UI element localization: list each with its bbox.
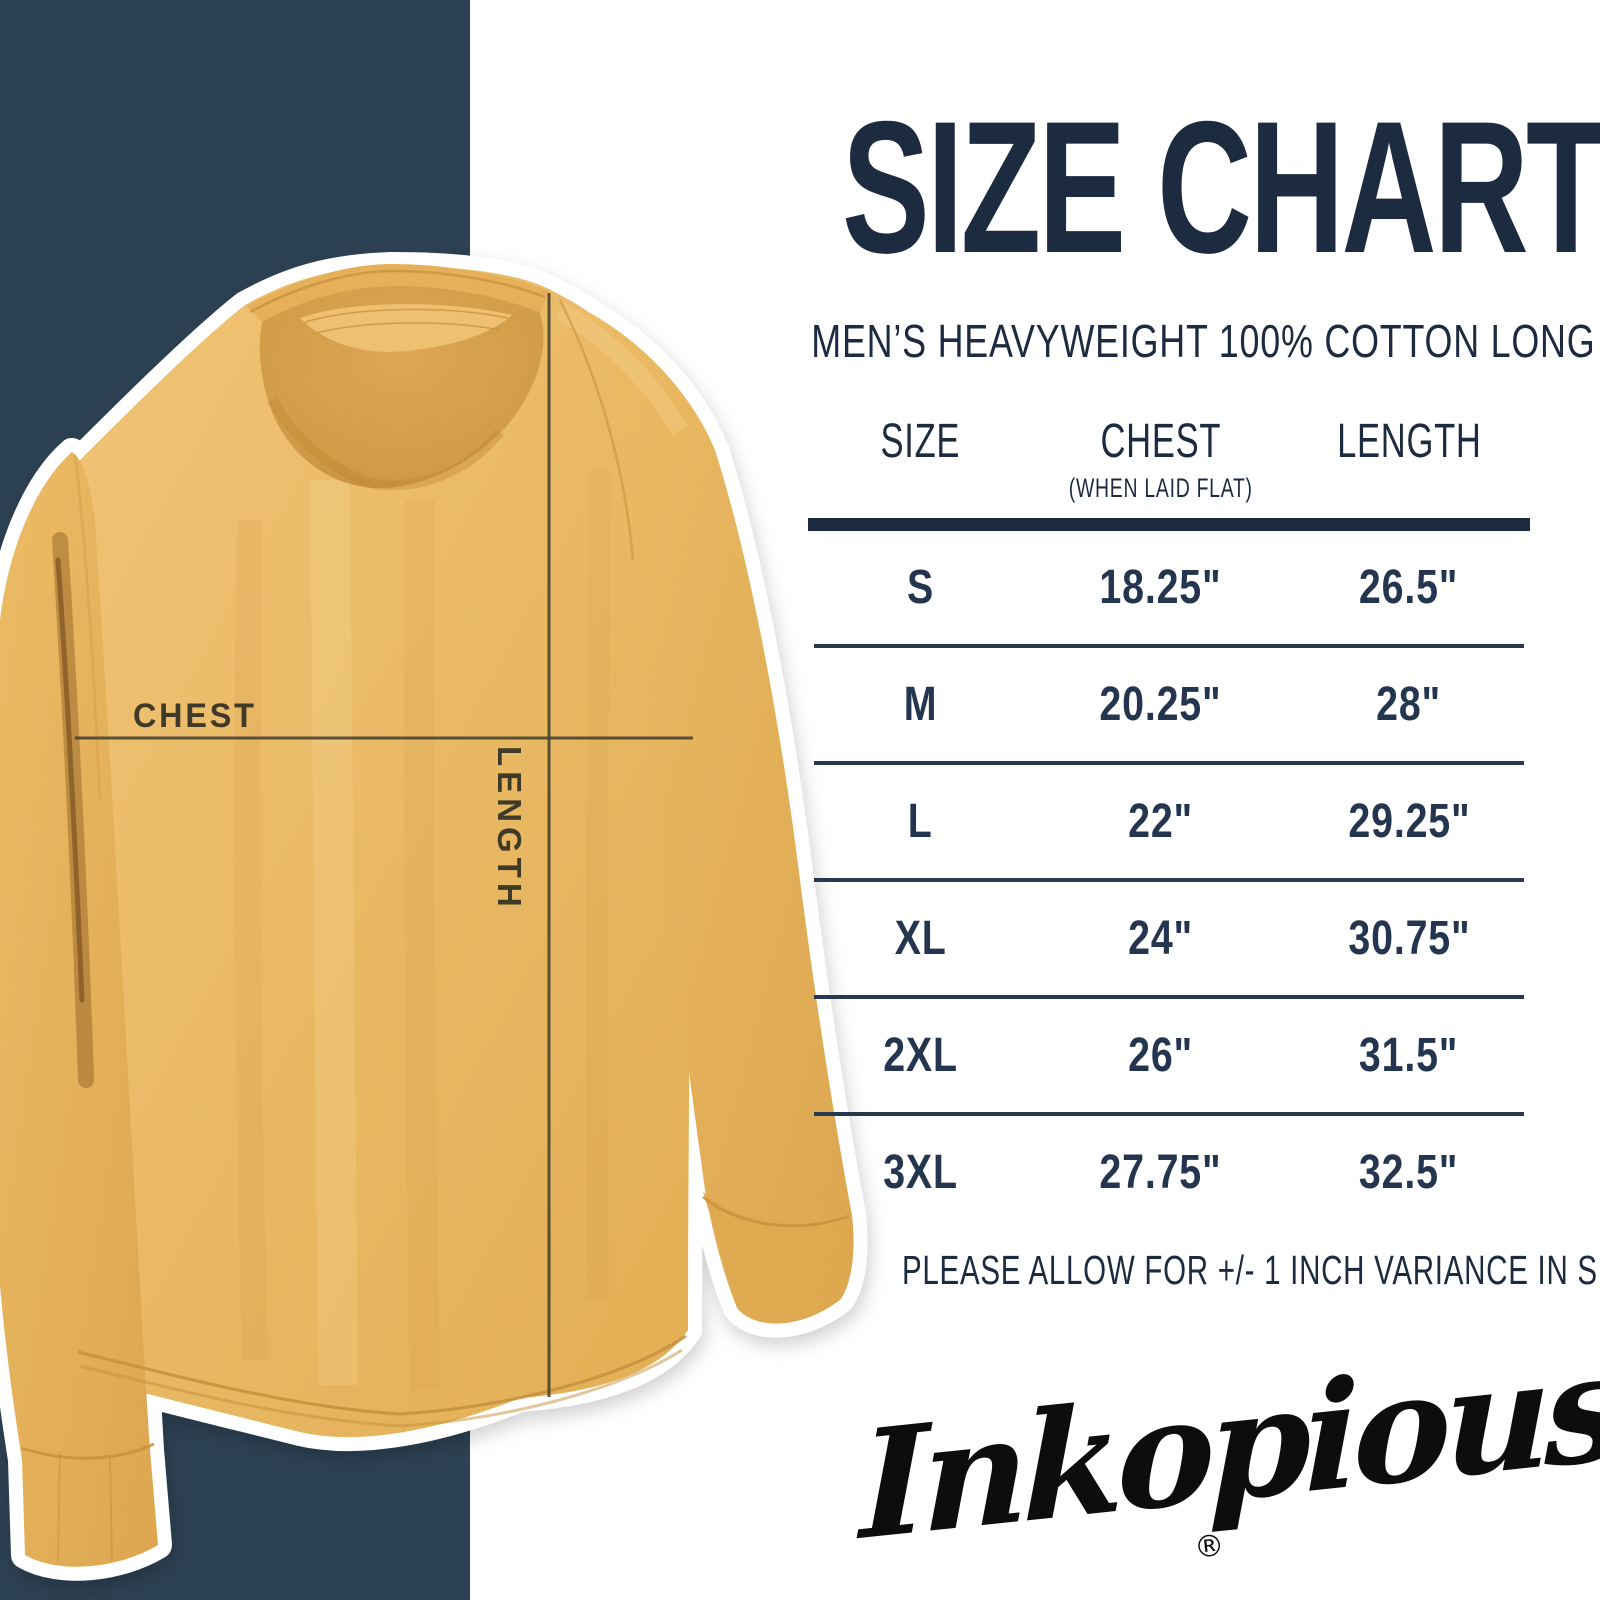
chest-measure-label: CHEST [133,697,257,735]
size-table: SIZE CHEST (WHEN LAID FLAT) LENGTH S 18.… [808,414,1530,1229]
chest-cell: 27.75" [1099,1146,1222,1199]
table-row: M 20.25" 28" [808,648,1530,761]
brand-logo: Inkopious® [852,1318,1600,1600]
shirt-photo [0,252,868,1581]
size-cell: L [908,795,933,848]
column-header-length: LENGTH [1336,415,1482,468]
page-subtitle: MEN’S HEAVYWEIGHT 100% COTTON LONG SLEEV… [811,315,1600,367]
size-cell: S [906,561,935,614]
length-cell: 28" [1376,678,1442,731]
chest-cell: 24" [1128,912,1193,965]
length-cell: 26.5" [1359,561,1459,614]
column-header-chest: CHEST (WHEN LAID FLAT) [1033,414,1288,504]
chest-cell: 22" [1128,795,1193,848]
table-header-row: SIZE CHEST (WHEN LAID FLAT) LENGTH [808,414,1530,504]
length-cell: 29.25" [1347,795,1471,848]
table-row: 2XL 26" 31.5" [808,999,1530,1112]
chest-cell: 20.25" [1099,678,1222,731]
size-cell: XL [894,912,947,965]
length-cell: 32.5" [1359,1146,1459,1199]
page-title: SIZE CHART [842,82,1600,292]
column-header-size: SIZE [880,415,961,468]
brand-wordmark: Inkopious [860,1318,1600,1574]
chest-cell: 18.25" [1099,561,1222,614]
size-cell: M [903,678,938,731]
length-cell: 30.75" [1347,912,1471,965]
length-cell: 31.5" [1359,1029,1459,1082]
variance-note: PLEASE ALLOW FOR +/- 1 INCH VARIANCE IN … [902,1247,1600,1293]
size-cell: 3XL [883,1146,958,1199]
table-row: 3XL 27.75" 32.5" [808,1116,1530,1229]
size-cell: 2XL [883,1029,958,1082]
table-row: XL 24" 30.75" [808,882,1530,995]
row-divider [814,878,1524,882]
table-row: L 22" 29.25" [808,765,1530,878]
length-measure-label: LENGTH [491,746,528,912]
row-divider [814,761,1524,765]
chest-sub-note: (WHEN LAID FLAT) [1068,473,1253,503]
header-divider [808,518,1530,531]
row-divider [814,995,1524,999]
row-divider [814,644,1524,648]
chest-cell: 26" [1128,1029,1193,1082]
row-divider [814,1112,1524,1116]
table-row: S 18.25" 26.5" [808,531,1530,644]
